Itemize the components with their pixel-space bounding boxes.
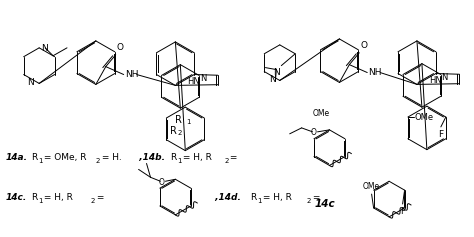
Text: = H, R: = H, R	[180, 153, 212, 162]
Text: 2: 2	[177, 130, 182, 136]
Text: =: =	[310, 193, 320, 201]
Text: OMe: OMe	[415, 113, 434, 122]
Text: R: R	[170, 126, 177, 136]
Text: 1: 1	[177, 159, 182, 164]
Text: N: N	[273, 68, 280, 77]
Text: = H, R: = H, R	[41, 193, 73, 201]
Text: 1: 1	[38, 159, 43, 164]
Text: OMe: OMe	[313, 109, 330, 118]
Text: = OMe, R: = OMe, R	[41, 153, 87, 162]
Text: F: F	[438, 130, 443, 139]
Text: = H.: = H.	[99, 153, 121, 162]
Text: F: F	[400, 207, 405, 216]
Text: HN: HN	[187, 77, 200, 86]
Text: R: R	[250, 193, 256, 201]
Text: 14a.: 14a.	[5, 153, 27, 162]
Text: N: N	[269, 75, 276, 84]
Text: N: N	[441, 73, 448, 82]
Text: = H, R: = H, R	[260, 193, 292, 201]
Text: N: N	[27, 78, 34, 87]
Text: =: =	[94, 193, 104, 201]
Text: O: O	[158, 178, 164, 187]
Text: 2: 2	[224, 159, 228, 164]
Text: 1: 1	[186, 119, 191, 125]
Text: O: O	[117, 43, 124, 52]
Text: 14c.: 14c.	[5, 193, 27, 201]
Text: O: O	[310, 128, 317, 137]
Text: R: R	[31, 193, 37, 201]
Text: =: =	[227, 153, 237, 162]
Text: 1: 1	[257, 198, 261, 204]
Text: NH: NH	[125, 70, 138, 79]
Text: R: R	[31, 153, 37, 162]
Text: O: O	[360, 41, 367, 50]
Text: HN: HN	[429, 76, 442, 85]
Text: R: R	[170, 153, 177, 162]
Text: NH: NH	[368, 68, 382, 77]
Text: ,14d.: ,14d.	[212, 193, 241, 201]
Text: 2: 2	[307, 198, 311, 204]
Text: 14c: 14c	[314, 199, 335, 209]
Text: ,14b.: ,14b.	[133, 153, 164, 162]
Text: 2: 2	[91, 198, 95, 204]
Text: 2: 2	[96, 159, 100, 164]
Text: N: N	[41, 44, 48, 53]
Text: OMe: OMe	[363, 182, 380, 191]
Text: R: R	[175, 115, 182, 125]
Text: N: N	[200, 74, 206, 83]
Text: 1: 1	[38, 198, 43, 204]
